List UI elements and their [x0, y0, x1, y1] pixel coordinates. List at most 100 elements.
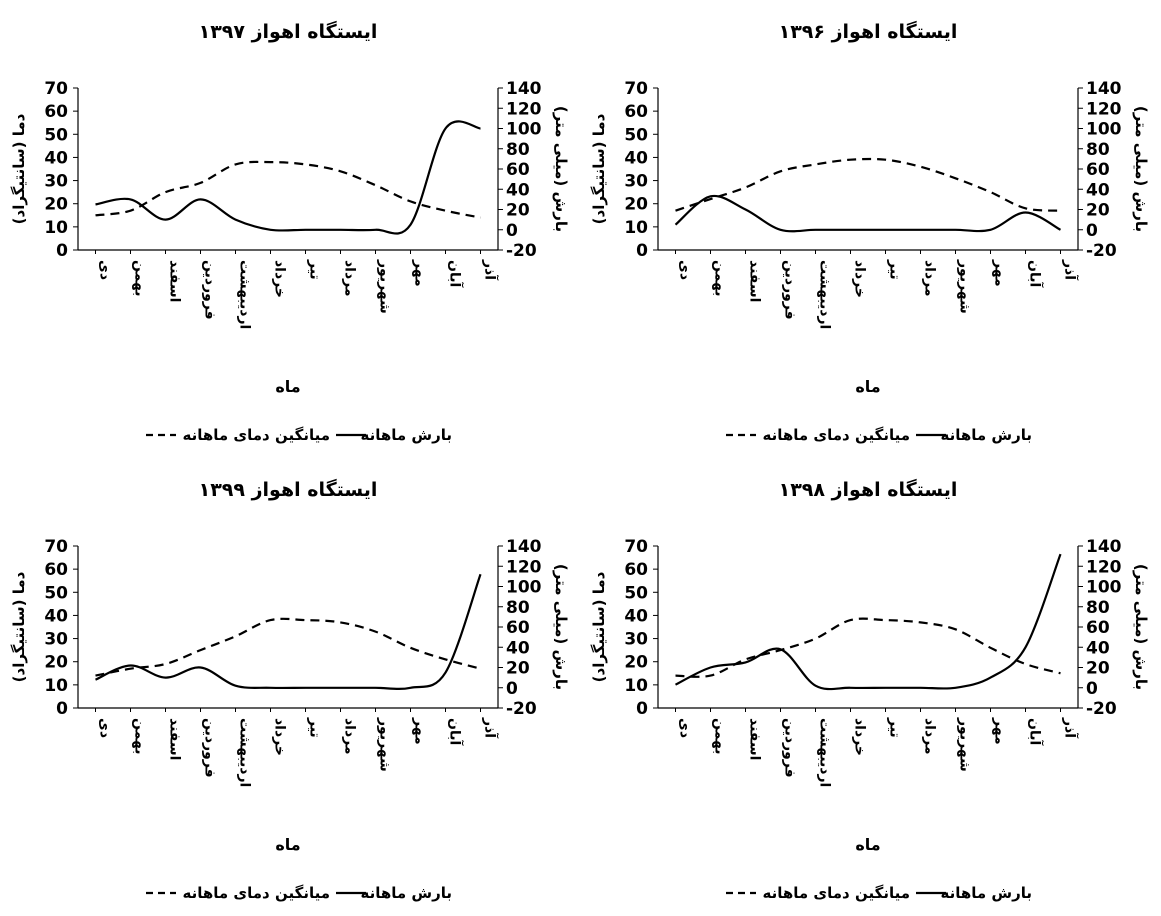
x-tick-label: دی [97, 718, 113, 738]
right-tick-label: 20 [506, 659, 530, 679]
temperature-line [675, 157, 1061, 212]
x-tick-label: شهریور [377, 717, 393, 772]
right-tick-label: -20 [506, 241, 537, 261]
legend-dashed-label: میانگین دمای ماهانه [762, 884, 910, 902]
x-tick-label: اسفند [747, 718, 763, 760]
left-tick-label: 70 [624, 79, 648, 99]
right-tick-label: 40 [506, 638, 530, 658]
x-tick-label: اردیبهشت [237, 260, 253, 329]
x-tick-label: اردیبهشت [817, 260, 833, 329]
x-tick-label: فروردین [782, 260, 798, 320]
chart-title: ایستگاه اهواز ۱۳۹۷ [199, 20, 378, 43]
chart-title: ایستگاه اهواز ۱۳۹۶ [779, 20, 958, 43]
right-tick-label: 140 [506, 537, 542, 557]
x-tick-label: بهمن [712, 260, 728, 296]
x-tick-label: اسفند [167, 260, 183, 302]
left-tick-label: 70 [44, 79, 68, 99]
left-tick-label: 60 [624, 560, 648, 580]
left-tick-label: 10 [44, 676, 68, 696]
x-tick-label: آبان [447, 718, 465, 746]
x-tick-label: شهریور [377, 259, 393, 314]
x-tick-label: آبان [1027, 718, 1045, 746]
x-tick-label: فروردین [782, 718, 798, 778]
precipitation-line [675, 553, 1062, 691]
left-tick-label: 20 [624, 195, 648, 215]
x-tick-label: آذر [1062, 259, 1080, 281]
precipitation-line [674, 194, 1062, 233]
right-tick-label: 100 [506, 120, 542, 140]
x-tick-label: مرداد [922, 260, 938, 297]
chart-svg: ایستگاه اهواز ۱۳۹۷010203040506070-200204… [10, 20, 570, 444]
left-axis-title: دما (سانتیگراد) [590, 571, 608, 682]
legend-solid-label: بارش ماهانه [360, 426, 452, 444]
precipitation-line [95, 120, 481, 235]
right-tick-label: -20 [1086, 241, 1117, 261]
right-axis-title: بارش (میلی متر) [552, 106, 570, 232]
x-tick-label: مهر [412, 717, 428, 745]
right-tick-label: 20 [506, 201, 530, 221]
chart-svg: ایستگاه اهواز ۱۳۹۹010203040506070-200204… [10, 478, 570, 902]
x-tick-label: شهریور [957, 717, 973, 772]
right-tick-label: 120 [1086, 557, 1122, 577]
left-tick-label: 50 [624, 583, 648, 603]
right-tick-label: 0 [1086, 679, 1098, 699]
right-tick-label: 140 [1086, 79, 1122, 99]
x-tick-label: فروردین [202, 260, 218, 320]
right-tick-label: 20 [1086, 659, 1110, 679]
left-tick-label: 60 [44, 102, 68, 122]
left-tick-label: 50 [44, 583, 68, 603]
legend-solid-label: بارش ماهانه [940, 884, 1032, 902]
x-tick-label: خرداد [852, 718, 868, 756]
x-tick-label: خرداد [852, 260, 868, 298]
left-tick-label: 40 [44, 606, 68, 626]
left-tick-label: 0 [56, 699, 68, 719]
right-tick-label: 80 [506, 140, 530, 160]
x-tick-label: دی [677, 718, 693, 738]
legend-solid-label: بارش ماهانه [360, 884, 452, 902]
x-tick-label: بهمن [712, 718, 728, 754]
left-tick-label: 20 [44, 653, 68, 673]
right-tick-label: 140 [1086, 537, 1122, 557]
legend-dashed-label: میانگین دمای ماهانه [182, 884, 330, 902]
x-tick-label: اردیبهشت [817, 718, 833, 787]
right-tick-label: 100 [506, 578, 542, 598]
x-tick-label: مرداد [922, 718, 938, 755]
x-tick-label: اسفند [747, 260, 763, 302]
left-tick-label: 0 [636, 241, 648, 261]
legend-dashed-label: میانگین دمای ماهانه [182, 426, 330, 444]
right-tick-label: 120 [506, 99, 542, 119]
right-tick-label: 0 [1086, 221, 1098, 241]
right-tick-label: 80 [1086, 598, 1110, 618]
right-tick-label: 80 [506, 598, 530, 618]
left-tick-label: 20 [44, 195, 68, 215]
left-axis-title: دما (سانتیگراد) [10, 113, 28, 224]
temperature-line [95, 160, 481, 219]
chart-panel-1398: ایستگاه اهواز ۱۳۹۸ 0 10 20 30 40 50 60 70 -20 0 20 4… [580, 458, 1150, 916]
x-tick-label: مهر [992, 259, 1008, 287]
right-tick-label: 100 [1086, 120, 1122, 140]
chart-svg: ایستگاه اهواز ۱۳۹۶010203040506070-200204… [590, 20, 1150, 444]
right-tick-label: 60 [1086, 618, 1110, 638]
left-tick-label: 10 [624, 676, 648, 696]
left-tick-label: 70 [44, 537, 68, 557]
chart-title: ایستگاه اهواز ۱۳۹۸ [779, 478, 958, 501]
x-tick-label: تیر [887, 717, 903, 738]
right-tick-label: 140 [506, 79, 542, 99]
right-tick-label: 60 [506, 160, 530, 180]
right-axis-title: بارش (میلی متر) [1132, 106, 1150, 232]
left-tick-label: 30 [624, 630, 648, 650]
x-tick-label: آذر [482, 717, 500, 739]
left-tick-label: 50 [624, 125, 648, 145]
right-axis-title: بارش (میلی متر) [552, 564, 570, 690]
x-axis-title: ماه [855, 835, 880, 854]
temperature-line [95, 617, 481, 677]
left-axis-title: دما (سانتیگراد) [590, 113, 608, 224]
right-tick-label: 80 [1086, 140, 1110, 160]
left-tick-label: 40 [624, 606, 648, 626]
precipitation-line [95, 573, 482, 690]
x-tick-label: اسفند [167, 718, 183, 760]
chart-svg: ایستگاه اهواز ۱۳۹۸010203040506070-200204… [590, 478, 1150, 902]
x-tick-label: بهمن [132, 718, 148, 754]
x-axis-title: ماه [275, 377, 300, 396]
legend-dashed-label: میانگین دمای ماهانه [762, 426, 910, 444]
